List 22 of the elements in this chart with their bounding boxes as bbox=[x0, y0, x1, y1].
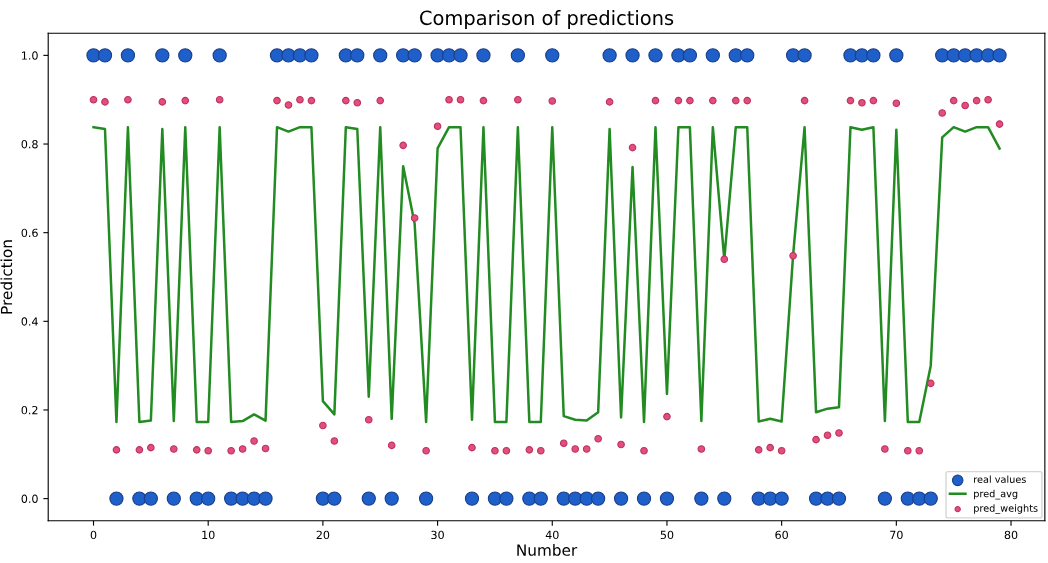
y-tick-label: 0.2 bbox=[21, 405, 38, 415]
x-tick-label: 30 bbox=[431, 530, 444, 540]
x-tick-label: 20 bbox=[316, 530, 330, 540]
y-tick-label: 0.0 bbox=[21, 494, 38, 503]
y-tick-label: 1.0 bbox=[22, 51, 38, 60]
y-tick-label: 0.8 bbox=[21, 140, 38, 149]
x-axis-title: Number bbox=[517, 544, 578, 556]
x-tick-label: 40 bbox=[545, 530, 559, 540]
x-tick-label: 0 bbox=[90, 530, 97, 540]
y-axis-title: Prediction bbox=[0, 240, 13, 314]
x-tick-label: 80 bbox=[1004, 530, 1018, 540]
y-tick-label: 0.6 bbox=[21, 228, 38, 238]
y-tick-label: 0.4 bbox=[21, 317, 38, 326]
legend-label: pred_avg bbox=[974, 489, 1018, 500]
x-tick-label: 70 bbox=[890, 530, 903, 540]
legend-label: real values bbox=[974, 475, 1026, 483]
x-tick-label: 60 bbox=[775, 530, 788, 540]
chart-title: Comparison of predictions bbox=[420, 10, 674, 29]
legend-label: pred_weights bbox=[974, 504, 1038, 514]
line-series bbox=[92, 125, 1001, 424]
x-tick-label: 10 bbox=[202, 530, 215, 540]
x-tick-label: 50 bbox=[660, 530, 674, 540]
